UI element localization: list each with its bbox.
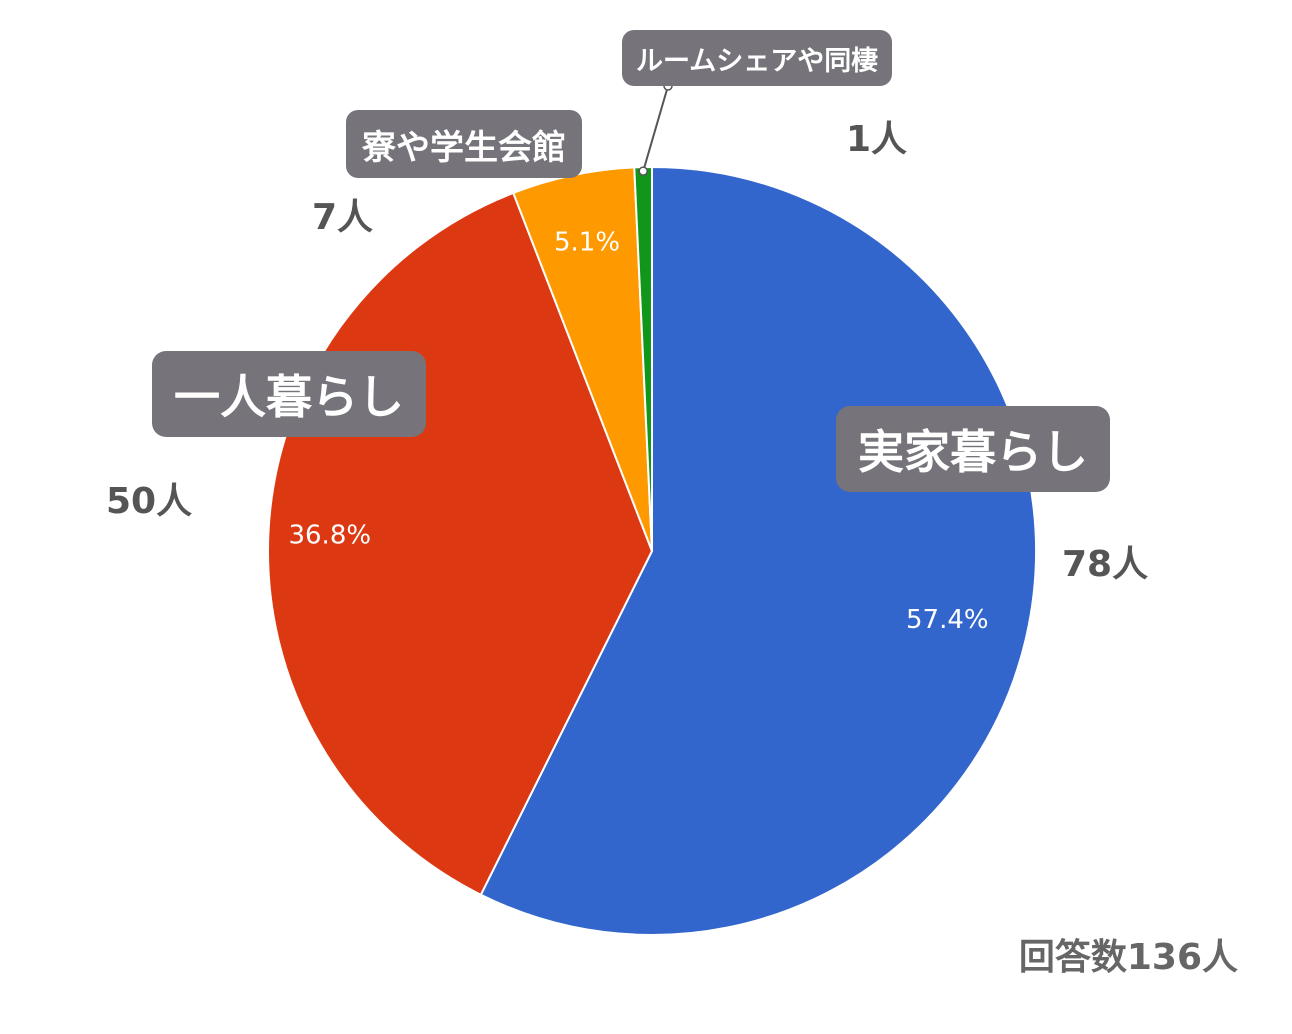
pie-percent-label-1: 36.8% [288, 521, 371, 551]
label-hitori: 一人暮らし [152, 351, 426, 437]
count-roomshare: 1人 [846, 119, 908, 160]
leader-dot-0 [638, 166, 648, 176]
count-ryo: 7人 [312, 197, 374, 238]
pie-percent-label-2: 5.1% [554, 227, 620, 257]
pie-slice-0 [479, 165, 1037, 936]
total-respondents: 回答数136人 [1018, 937, 1238, 978]
count-jikka: 78人 [1062, 544, 1149, 585]
count-hitori: 50人 [106, 481, 193, 522]
pie-percent-label-0: 57.4% [906, 605, 989, 635]
label-ryo: 寮や学生会館 [346, 110, 582, 178]
label-jikka: 実家暮らし [836, 406, 1110, 492]
label-roomshare: ルームシェアや同棲 [622, 30, 893, 86]
leader-line-roomshare [642, 85, 669, 172]
